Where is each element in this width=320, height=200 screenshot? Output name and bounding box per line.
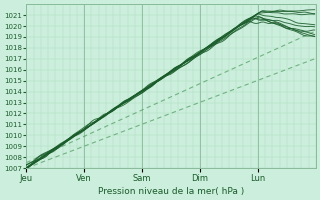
X-axis label: Pression niveau de la mer( hPa ): Pression niveau de la mer( hPa ) [98,187,244,196]
